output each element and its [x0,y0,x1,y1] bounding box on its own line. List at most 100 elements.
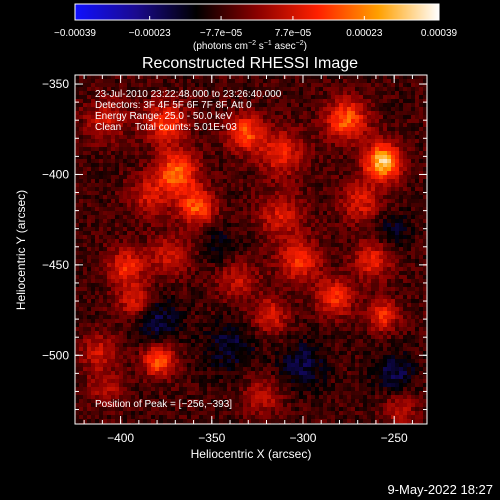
heatmap-cell [259,131,264,136]
heatmap-cell [83,79,88,84]
heatmap-cell [295,251,300,256]
heatmap-cell [203,115,208,120]
heatmap-cell [179,227,184,232]
heatmap-cell [99,271,104,276]
heatmap-cell [391,143,396,148]
heatmap-cell [383,123,388,128]
heatmap-cell [419,95,424,100]
heatmap-cell [151,191,156,196]
heatmap-cell [215,83,220,88]
heatmap-cell [95,247,100,252]
heatmap-cell [295,267,300,272]
heatmap-cell [423,203,427,208]
heatmap-cell [419,255,424,260]
heatmap-cell [79,127,84,132]
heatmap-cell [247,83,252,88]
heatmap-cell [359,155,364,160]
heatmap-cell [91,235,96,240]
heatmap-cell [151,79,156,84]
heatmap-cell [323,131,328,136]
heatmap-cell [191,251,196,256]
heatmap-cell [147,291,152,296]
heatmap-cell [339,115,344,120]
heatmap-cell [339,179,344,184]
heatmap-cell [275,279,280,284]
heatmap-cell [387,231,392,236]
heatmap-cell [379,207,384,212]
heatmap-cell [415,171,420,176]
heatmap-cell [379,151,384,156]
heatmap-cell [323,235,328,240]
heatmap-cell [119,139,124,144]
heatmap-cell [147,79,152,84]
heatmap-cell [207,271,212,276]
heatmap-cell [155,147,160,152]
heatmap-cell [363,103,368,108]
heatmap-cell [283,155,288,160]
heatmap-cell [107,203,112,208]
heatmap-cell [367,107,372,112]
heatmap-cell [83,107,88,112]
heatmap-cell [387,171,392,176]
heatmap-cell [255,287,260,292]
heatmap-cell [91,207,96,212]
heatmap-cell [179,91,184,96]
heatmap-cell [259,271,264,276]
heatmap-cell [247,99,252,104]
heatmap-cell [391,267,396,272]
heatmap-cell [395,103,400,108]
heatmap-cell [403,91,408,96]
heatmap-cell [75,195,80,200]
heatmap-cell [179,99,184,104]
heatmap-cell [339,75,344,80]
heatmap-cell [239,95,244,100]
heatmap-cell [375,99,380,104]
heatmap-cell [295,287,300,292]
heatmap-cell [179,119,184,124]
heatmap-cell [287,283,292,288]
heatmap-cell [167,271,172,276]
heatmap-cell [159,183,164,188]
heatmap-cell [187,135,192,140]
heatmap-cell [243,299,248,304]
heatmap-cell [107,247,112,252]
heatmap-cell [175,187,180,192]
heatmap-cell [87,219,92,224]
heatmap-cell [211,119,216,124]
heatmap-cell [319,199,324,204]
heatmap-cell [407,191,412,196]
heatmap-cell [155,199,160,204]
heatmap-cell [363,279,368,284]
heatmap-cell [155,211,160,216]
heatmap-cell [243,167,248,172]
heatmap-cell [235,171,240,176]
heatmap-cell [291,239,296,244]
heatmap-cell [199,139,204,144]
heatmap-cell [411,143,416,148]
heatmap-cell [395,219,400,224]
heatmap-cell [219,287,224,292]
heatmap-cell [247,123,252,128]
heatmap-cell [155,163,160,168]
heatmap-cell [403,211,408,216]
heatmap-cell [235,195,240,200]
heatmap-cell [367,271,372,276]
heatmap-cell [375,295,380,300]
heatmap-cell [91,147,96,152]
heatmap-cell [291,87,296,92]
heatmap-cell [375,83,380,88]
heatmap-cell [403,95,408,100]
heatmap-cell [287,259,292,264]
heatmap-cell [267,123,272,128]
heatmap-cell [255,155,260,160]
heatmap-cell [195,231,200,236]
heatmap-cell [79,215,84,220]
heatmap-cell [323,75,328,80]
heatmap-cell [415,195,420,200]
heatmap-cell [75,159,80,164]
heatmap-cell [203,131,208,136]
heatmap-cell [327,95,332,100]
heatmap-cell [271,163,276,168]
heatmap-cell [407,139,412,144]
heatmap-cell [143,199,148,204]
